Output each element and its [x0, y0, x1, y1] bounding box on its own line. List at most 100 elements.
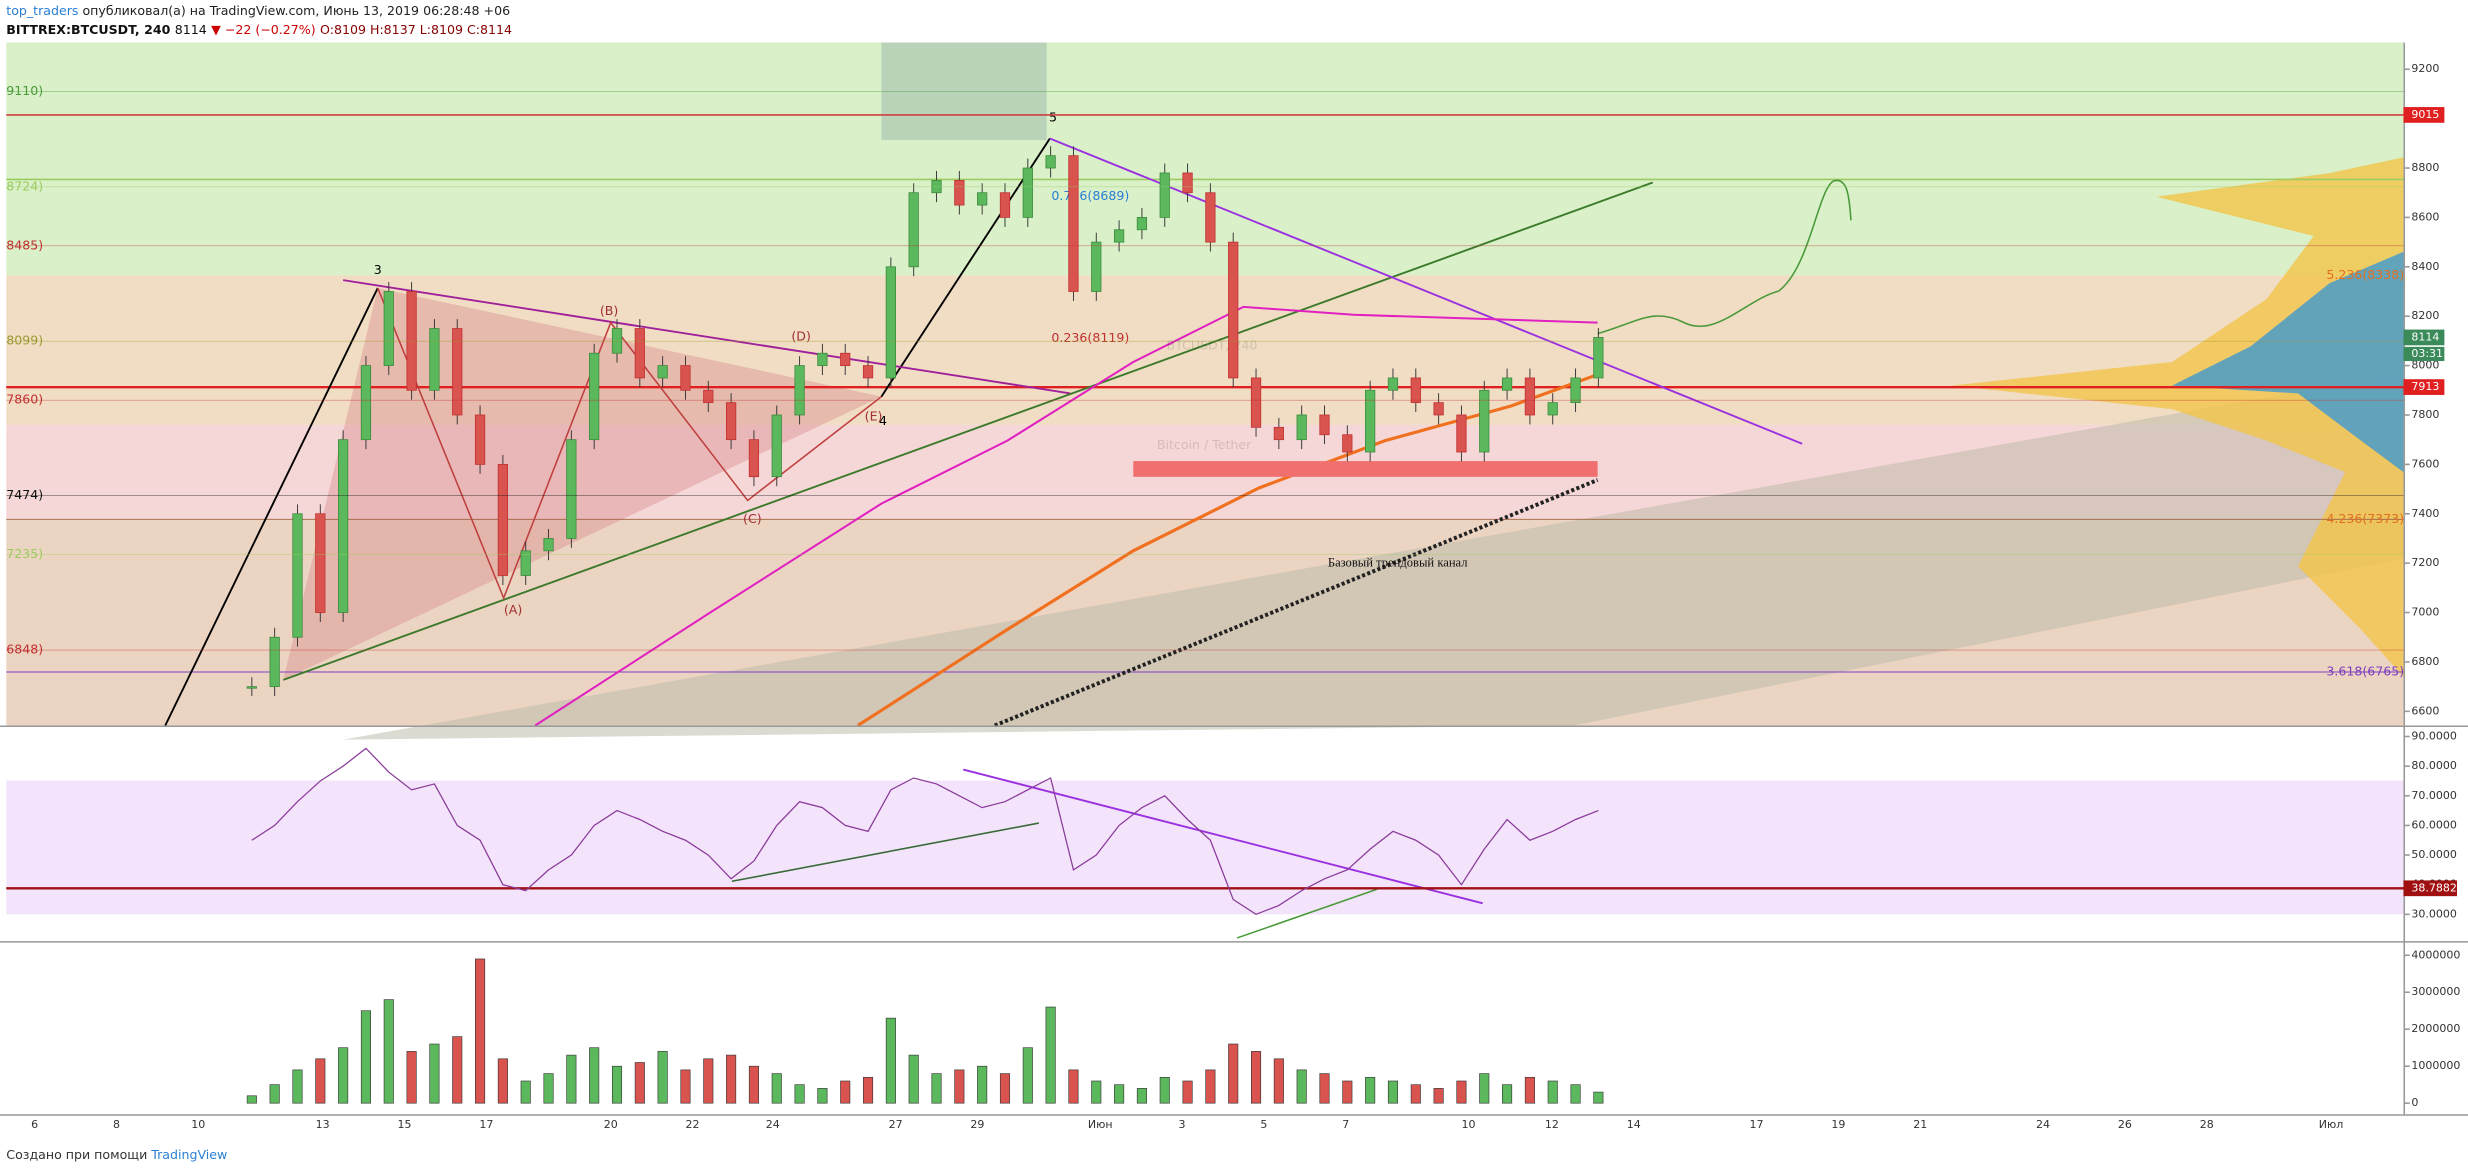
volume-bar — [1593, 1091, 1604, 1104]
footer: Создано при помощи TradingView — [6, 1147, 227, 1162]
candle-body — [885, 266, 896, 379]
candle-body — [1501, 377, 1513, 391]
volume-bar — [726, 1054, 737, 1104]
candle-body — [771, 414, 782, 478]
volume-profile-poc — [2172, 251, 2404, 473]
volume-tick-label: 1000000 — [2411, 1059, 2460, 1072]
rsi-tick-label: 90.0000 — [2411, 730, 2457, 743]
volume-bar — [954, 1069, 965, 1104]
y-tick-label: 8800 — [2411, 161, 2439, 174]
x-tick-label: Июн — [1088, 1118, 1113, 1131]
candle-body — [520, 550, 531, 576]
volume-bar — [1456, 1080, 1467, 1104]
volume-bar — [680, 1069, 691, 1104]
author[interactable]: top_traders — [6, 3, 78, 18]
volume-bar — [315, 1058, 326, 1104]
x-tick-label: 26 — [2118, 1118, 2132, 1131]
candle-body — [1433, 402, 1444, 416]
volume-bar — [1319, 1073, 1330, 1104]
candle-body — [1593, 337, 1604, 379]
candle-body — [977, 192, 988, 206]
x-tick-label: 19 — [1831, 1118, 1845, 1131]
candle-body — [474, 414, 486, 465]
volume-profile — [1951, 157, 2404, 677]
candle-body — [1045, 155, 1056, 169]
volume-bar — [292, 1069, 303, 1104]
candle-body — [429, 328, 440, 391]
volume-tick-label: 0 — [2411, 1096, 2418, 1109]
candle-body — [292, 513, 303, 638]
y-tick-label: 7400 — [2411, 507, 2439, 520]
price-tag — [2403, 329, 2445, 346]
volume-bar — [908, 1054, 919, 1104]
x-tick-label: 22 — [686, 1118, 700, 1131]
candle-body — [1205, 192, 1216, 243]
candle-body — [817, 352, 828, 366]
rsi-line — [251, 747, 1599, 916]
price-tag-label: 7913 — [2411, 380, 2439, 393]
countdown: 03:31:14 — [2411, 347, 2460, 360]
wave-line — [164, 287, 379, 726]
y-tick-label: 7800 — [2411, 408, 2439, 421]
wave-label: (A) — [504, 602, 522, 617]
x-tick-label: 21 — [1913, 1118, 1927, 1131]
watermark: BTCUSDT, 240 — [1166, 338, 1257, 353]
volume-bar — [748, 1065, 759, 1104]
rsi-tick-label: 50.0000 — [2411, 848, 2457, 861]
candle-body — [954, 179, 965, 206]
rsi-trend — [731, 822, 1039, 883]
candle-body — [1136, 217, 1148, 231]
y-tick-label: 7600 — [2411, 457, 2439, 470]
candle-body — [452, 328, 463, 416]
volume-bar — [1570, 1084, 1581, 1104]
published: опубликовал(а) на TradingView.com, Июнь … — [82, 3, 510, 18]
footer-brand[interactable]: TradingView — [150, 1147, 227, 1162]
header-line2: BITTREX:BTCUSDT, 240 8114 ▼ −22 (−0.27%)… — [6, 21, 512, 36]
x-tick-label: 24 — [2036, 1118, 2050, 1131]
y-tick-label: 9200 — [2411, 62, 2439, 75]
rsi-tag-label: 38.7882 — [2411, 881, 2457, 894]
volume-tick-label: 3000000 — [2411, 985, 2460, 998]
volume-bar — [360, 1010, 371, 1104]
header-line1: top_traders опубликовал(а) на TradingVie… — [6, 3, 510, 18]
wave-label: (C) — [743, 511, 762, 526]
x-tick-label: 8 — [113, 1118, 120, 1131]
rsi-trend — [1236, 888, 1378, 939]
volume-tick-label: 4000000 — [2411, 948, 2460, 961]
volume-bar — [383, 999, 394, 1104]
y-tick-label: 8000 — [2411, 359, 2439, 372]
volume-bar — [1524, 1076, 1535, 1104]
channel-label: Базовый трендовый канал — [1328, 555, 1468, 569]
volume-bar — [269, 1084, 280, 1104]
price-tag — [2403, 379, 2445, 395]
candle-body — [1387, 377, 1399, 391]
candle-body — [1091, 241, 1102, 292]
candle-body — [725, 402, 737, 441]
candle-body — [999, 192, 1011, 218]
countdown-box — [2403, 346, 2445, 362]
x-tick-label: 10 — [191, 1118, 205, 1131]
volume-bar — [1068, 1069, 1079, 1104]
candle-body — [1182, 172, 1193, 194]
candle-body — [1296, 414, 1307, 441]
y-tick-label: 6600 — [2411, 704, 2439, 717]
candle-body — [1365, 389, 1376, 453]
candle-body — [908, 192, 919, 268]
y-tick-label: 7000 — [2411, 606, 2439, 619]
volume-bar — [1228, 1043, 1239, 1104]
rsi-tag — [2403, 880, 2457, 897]
volume-bar — [475, 958, 486, 1104]
volume-bar — [1387, 1080, 1399, 1104]
y-tick-label: 8400 — [2411, 260, 2439, 273]
volume-bar — [1205, 1069, 1216, 1104]
candle-body — [1456, 414, 1467, 453]
fib-level-label: 8099) — [6, 333, 43, 348]
x-tick-label: 6 — [31, 1118, 38, 1131]
volume-bar — [794, 1084, 805, 1104]
ma-orange — [856, 373, 1599, 727]
fib-level-label: 6848) — [6, 642, 43, 657]
change: ▼ −22 (−0.27%) — [211, 21, 316, 36]
wave-label: (B) — [600, 303, 618, 318]
trend-green — [282, 181, 1654, 681]
y-tick-label: 7200 — [2411, 556, 2439, 569]
